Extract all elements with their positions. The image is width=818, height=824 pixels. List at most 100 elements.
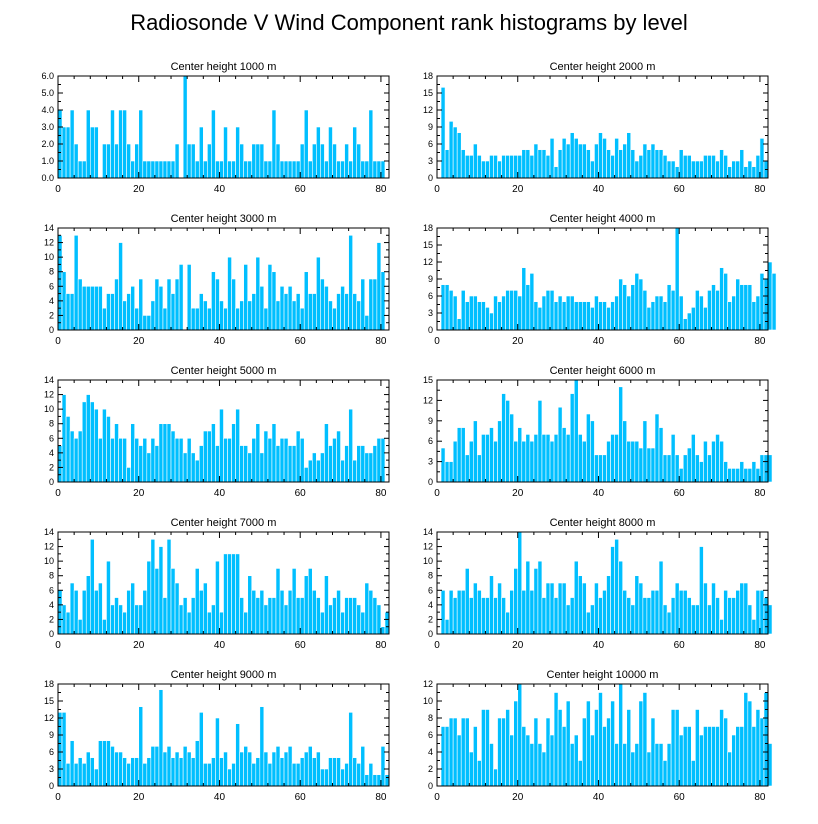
histogram-bar	[634, 160, 640, 179]
y-tick-label: 2	[428, 764, 433, 774]
histogram-bar	[158, 423, 164, 483]
histogram-bar	[505, 400, 510, 483]
histogram-bar	[130, 757, 135, 787]
histogram-bar	[452, 597, 458, 635]
histogram-bar	[134, 143, 140, 179]
histogram-bar	[94, 126, 99, 179]
histogram-bar	[291, 445, 297, 483]
x-tick-label: 0	[55, 336, 61, 347]
histogram-bar	[468, 155, 474, 179]
histogram-bar	[324, 160, 329, 179]
histogram-bar	[497, 582, 502, 635]
histogram-bar	[142, 437, 148, 483]
histogram-bar	[703, 726, 708, 787]
x-tick-label: 80	[754, 792, 766, 803]
histogram-bar	[638, 447, 644, 483]
histogram-bar	[767, 261, 773, 331]
histogram-bar	[368, 589, 374, 635]
histogram-bar	[227, 768, 232, 787]
histogram-bar	[61, 126, 67, 179]
histogram-bar	[380, 626, 386, 635]
histogram-bar	[759, 454, 765, 483]
histogram-bar	[473, 420, 478, 483]
histogram-bar	[316, 256, 321, 331]
histogram-bar	[460, 589, 466, 635]
histogram-bar	[493, 597, 498, 635]
histogram-bar	[513, 440, 519, 483]
histogram-bar	[146, 757, 152, 787]
histogram-bar	[541, 751, 547, 787]
histogram-bar	[686, 312, 692, 331]
x-tick-label: 40	[593, 792, 605, 803]
histogram-bar	[703, 307, 708, 331]
histogram-bar	[275, 746, 281, 787]
histogram-bar	[247, 160, 253, 179]
histogram-bar	[106, 416, 111, 483]
histogram-bar	[255, 597, 261, 635]
histogram-bar	[340, 285, 345, 331]
histogram-bar	[662, 760, 668, 787]
histogram-bar	[368, 763, 374, 787]
histogram-bar	[642, 143, 648, 179]
histogram-bar	[650, 589, 656, 635]
panel-title: Center height 4000 m	[550, 213, 656, 225]
histogram-bar	[89, 757, 95, 787]
histogram-bar	[102, 307, 107, 331]
y-tick-label: 0	[428, 629, 433, 639]
histogram-bar	[541, 434, 547, 483]
histogram-bar	[198, 712, 204, 787]
y-tick-label: 15	[423, 88, 433, 98]
histogram-bar	[194, 160, 200, 179]
x-tick-label: 60	[295, 792, 307, 803]
x-tick-label: 60	[295, 640, 307, 651]
histogram-bar	[444, 149, 450, 179]
histogram-bar	[368, 452, 374, 483]
y-tick-label: 8	[428, 713, 433, 723]
histogram-bar	[557, 149, 563, 179]
histogram-bar	[352, 293, 358, 331]
histogram-bar	[582, 440, 587, 483]
histogram-bar	[707, 454, 712, 483]
histogram-bar	[440, 589, 446, 635]
histogram-bar	[174, 143, 180, 179]
histogram-bar	[57, 445, 63, 483]
histogram-bar	[464, 717, 470, 787]
x-tick-label: 60	[674, 336, 686, 347]
histogram-bar	[198, 126, 204, 179]
histogram-bar	[320, 143, 325, 179]
histogram-bar	[545, 582, 551, 635]
histogram-bar	[440, 447, 446, 483]
histogram-bar	[610, 155, 615, 179]
histogram-bar	[336, 589, 341, 635]
histogram-bar	[707, 290, 712, 331]
histogram-bar	[473, 726, 478, 787]
histogram-bar	[747, 284, 753, 331]
histogram-bar	[320, 278, 325, 331]
histogram-bar	[477, 589, 482, 635]
histogram-bar	[610, 301, 615, 331]
histogram-bar	[106, 740, 111, 787]
histogram-bar	[57, 712, 63, 787]
histogram-bar	[614, 295, 619, 331]
y-tick-label: 12	[44, 238, 54, 248]
histogram-bar	[235, 553, 240, 635]
histogram-bar	[259, 143, 265, 179]
histogram-bar	[678, 295, 684, 331]
histogram-bar	[94, 589, 99, 635]
histogram-bar	[150, 437, 156, 483]
x-tick-label: 40	[593, 488, 605, 499]
histogram-bar	[73, 143, 79, 179]
histogram-bar	[767, 454, 773, 483]
histogram-bar	[674, 454, 680, 483]
histogram-bar	[150, 160, 156, 179]
histogram-bar	[759, 273, 765, 331]
histogram-bar	[460, 290, 466, 331]
histogram-bar	[747, 468, 753, 483]
histogram-bar	[691, 434, 696, 483]
histogram-bar	[565, 295, 571, 331]
histogram-bar	[747, 604, 753, 635]
histogram-bar	[642, 290, 648, 331]
y-tick-label: 9	[428, 274, 433, 284]
histogram-bar	[481, 301, 486, 331]
